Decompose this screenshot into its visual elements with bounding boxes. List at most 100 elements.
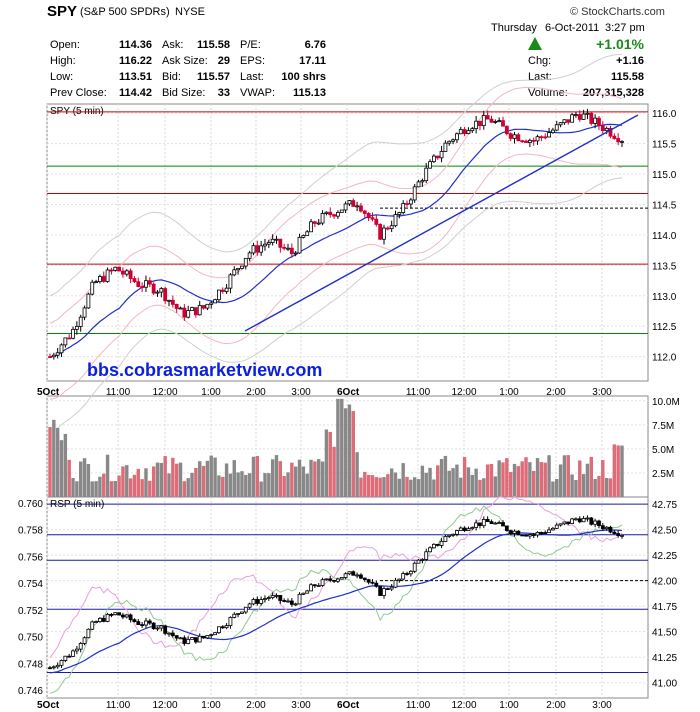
rsp-candle-body: [270, 595, 275, 598]
rsp-candle-body: [124, 614, 129, 618]
volume-bar: [578, 460, 582, 497]
y-tick-label: 113.5: [652, 261, 677, 272]
rsp-right-tick-label: 42.50: [652, 526, 677, 537]
rsp-candle-body: [420, 559, 425, 561]
spy-candle-body: [293, 252, 298, 255]
rsp-candle-body: [355, 574, 360, 577]
spy-candle-body: [282, 246, 287, 249]
spy-candle-body: [512, 134, 517, 139]
rsp-candle-body: [163, 625, 168, 634]
x-tick-label-rsp: 3:00: [291, 700, 311, 711]
rsp-candle-body: [201, 635, 206, 639]
rsp-candle-body: [186, 638, 191, 644]
rsp-candle-body: [478, 522, 482, 527]
ask-value: 115.58: [196, 39, 230, 51]
rsp-candle-body: [263, 598, 267, 600]
spy-candle-body: [585, 112, 590, 115]
rsp-candle-body: [608, 526, 613, 533]
spy-candle-body: [620, 141, 624, 143]
rsp-candle-body: [48, 667, 52, 670]
volume-bar: [420, 465, 425, 497]
rsp-candle-body: [474, 522, 479, 528]
rsp-candle-body: [312, 584, 317, 587]
rsp-left-tick-label: 0.752: [18, 606, 43, 617]
rsp-candle-body: [431, 543, 436, 549]
rsp-candle-body: [504, 525, 509, 531]
rsp-candle-body: [616, 533, 621, 536]
rsp-right-tick-label: 41.75: [652, 602, 677, 613]
x-tick-label-rsp: 11:00: [406, 700, 431, 711]
volume-tick-label: 7.5M: [652, 421, 674, 432]
rsp-candle-body: [232, 613, 237, 618]
spy-candle-body: [501, 120, 505, 127]
spy-candle-body: [224, 287, 229, 292]
x-tick-label-price: 2:00: [546, 387, 566, 398]
volume-bar: [462, 457, 467, 497]
rsp-candle-body: [600, 525, 605, 530]
eps-value: 17.11: [299, 55, 326, 67]
rsp-candle-body: [121, 614, 125, 618]
spy-candle-body: [270, 238, 275, 243]
rsp-candle-body: [550, 527, 555, 531]
rsp-candle-body: [316, 585, 321, 587]
rsp-candle-body: [278, 595, 283, 601]
spy-candle-body: [604, 127, 609, 132]
y-tick-label: 113.0: [652, 292, 677, 303]
volume-bar: [224, 463, 229, 497]
credit: © StockCharts.com: [570, 6, 665, 18]
rsp-candle-body: [174, 635, 179, 639]
spy-candle-body: [286, 247, 290, 250]
volume-bar: [102, 473, 106, 497]
rsp-candle-body: [589, 517, 594, 525]
volume-bar: [539, 462, 544, 497]
spy-candle-body: [550, 129, 555, 134]
volume-bar: [94, 481, 98, 497]
spy-candle-body: [481, 115, 486, 127]
rsp-candle-body: [274, 595, 279, 597]
volume-bar: [167, 473, 171, 497]
rsp-left-tick-label: 0.756: [18, 552, 43, 563]
rsp-candle-body: [328, 578, 333, 581]
rsp-candle-body: [94, 621, 98, 623]
rsp-candle-body: [128, 614, 133, 621]
volume-bar: [516, 466, 521, 497]
spy-candle-body: [351, 200, 356, 207]
rsp-candle-body: [282, 600, 287, 602]
spy-candle-body: [431, 155, 436, 163]
rsp-candle-body: [98, 618, 102, 622]
rsp-candle-body: [259, 599, 264, 604]
rsp-candle-body: [493, 522, 498, 525]
volume-bar: [447, 470, 451, 497]
volume-bar: [278, 461, 283, 497]
volume-bar: [389, 468, 394, 497]
rsp-candle-body: [197, 635, 202, 643]
spy-candle-body: [159, 288, 164, 293]
spy-candle-body: [508, 133, 513, 139]
volume-bar: [455, 464, 459, 497]
rsp-candle-body: [251, 599, 256, 605]
volume-bar: [451, 468, 455, 497]
volume-bar: [436, 465, 440, 497]
rsp-candle-body: [455, 530, 459, 535]
rsp-candle-body: [155, 627, 160, 630]
rsp-candle-body: [527, 534, 532, 537]
rsp-candle-body: [359, 574, 363, 579]
rsp-candle-body: [109, 614, 114, 616]
spy-candle-body: [309, 221, 313, 233]
volume-bar: [155, 462, 160, 497]
bollinger-upper-pink: [49, 86, 623, 324]
rsp-candle-body: [378, 585, 383, 596]
high-label: High:: [50, 55, 76, 67]
rsp-candle-body: [462, 527, 467, 531]
spy-candle-body: [312, 221, 317, 224]
rsp-right-tick-label: 41.50: [652, 628, 677, 639]
rsp-candle-body: [324, 578, 329, 581]
volume-bar: [79, 461, 83, 497]
trendline: [244, 114, 639, 332]
spy-candle-body: [581, 113, 586, 120]
volume-bar: [532, 470, 536, 497]
volume-bar: [566, 455, 570, 497]
volume-bar: [547, 455, 551, 497]
spy-candle-body: [412, 186, 417, 201]
rsp-candle-body: [339, 577, 344, 580]
